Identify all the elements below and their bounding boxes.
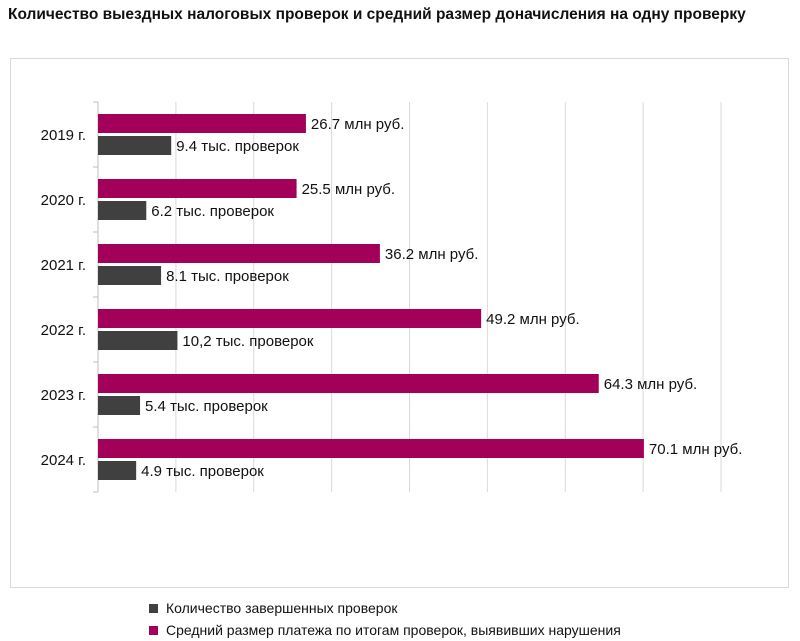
legend-item-average: Средний размер платежа по итогам проверо… xyxy=(149,619,621,641)
legend-swatch-average xyxy=(149,625,158,635)
data-label-average-payment: 36.2 млн руб. xyxy=(385,246,478,263)
chart-title: Количество выездных налоговых проверок и… xyxy=(8,6,746,23)
data-label-audit-count: 10,2 тыс. проверок xyxy=(182,333,313,350)
bar-audit-count xyxy=(98,461,137,480)
bar-average-payment xyxy=(98,374,599,393)
category-label: 2022 г. xyxy=(41,322,86,339)
bar-audit-count xyxy=(98,201,147,220)
legend-label-count: Количество завершенных проверок xyxy=(166,600,398,616)
legend-item-count: Количество завершенных проверок xyxy=(149,597,621,619)
legend: Количество завершенных проверок Средний … xyxy=(149,597,621,641)
category-label: 2023 г. xyxy=(41,387,86,404)
bar-average-payment xyxy=(98,179,297,198)
bar-average-payment xyxy=(98,244,380,263)
category-label: 2020 г. xyxy=(41,192,86,209)
category-label: 2019 г. xyxy=(41,127,86,144)
category-label: 2021 г. xyxy=(41,257,86,274)
category-label: 2024 г. xyxy=(41,452,86,469)
data-label-audit-count: 5.4 тыс. проверок xyxy=(145,398,268,415)
bar-chart: 2019 г. 26.7 млн руб. 9.4 тыс. проверок 202… xyxy=(41,101,742,493)
data-label-audit-count: 8.1 тыс. проверок xyxy=(166,268,289,285)
legend-swatch-count xyxy=(149,603,158,613)
data-label-average-payment: 70.1 млн руб. xyxy=(649,441,742,458)
bar-average-payment xyxy=(98,309,482,328)
bar-audit-count xyxy=(98,266,162,285)
bar-average-payment xyxy=(98,439,644,458)
bar-audit-count xyxy=(98,136,172,155)
data-label-average-payment: 25.5 млн руб. xyxy=(302,181,395,198)
data-label-average-payment: 49.2 млн руб. xyxy=(486,311,579,328)
data-label-audit-count: 6.2 тыс. проверок xyxy=(151,203,274,220)
bar-audit-count xyxy=(98,396,141,415)
bar-average-payment xyxy=(98,114,306,133)
data-label-average-payment: 64.3 млн руб. xyxy=(604,376,697,393)
data-label-audit-count: 9.4 тыс. проверок xyxy=(176,138,299,155)
bar-audit-count xyxy=(98,331,178,350)
legend-label-average: Средний размер платежа по итогам проверо… xyxy=(166,622,621,638)
data-label-audit-count: 4.9 тыс. проверок xyxy=(141,463,264,480)
chart-frame: 2019 г. 26.7 млн руб. 9.4 тыс. проверок 202… xyxy=(10,58,789,638)
data-label-average-payment: 26.7 млн руб. xyxy=(311,116,404,133)
